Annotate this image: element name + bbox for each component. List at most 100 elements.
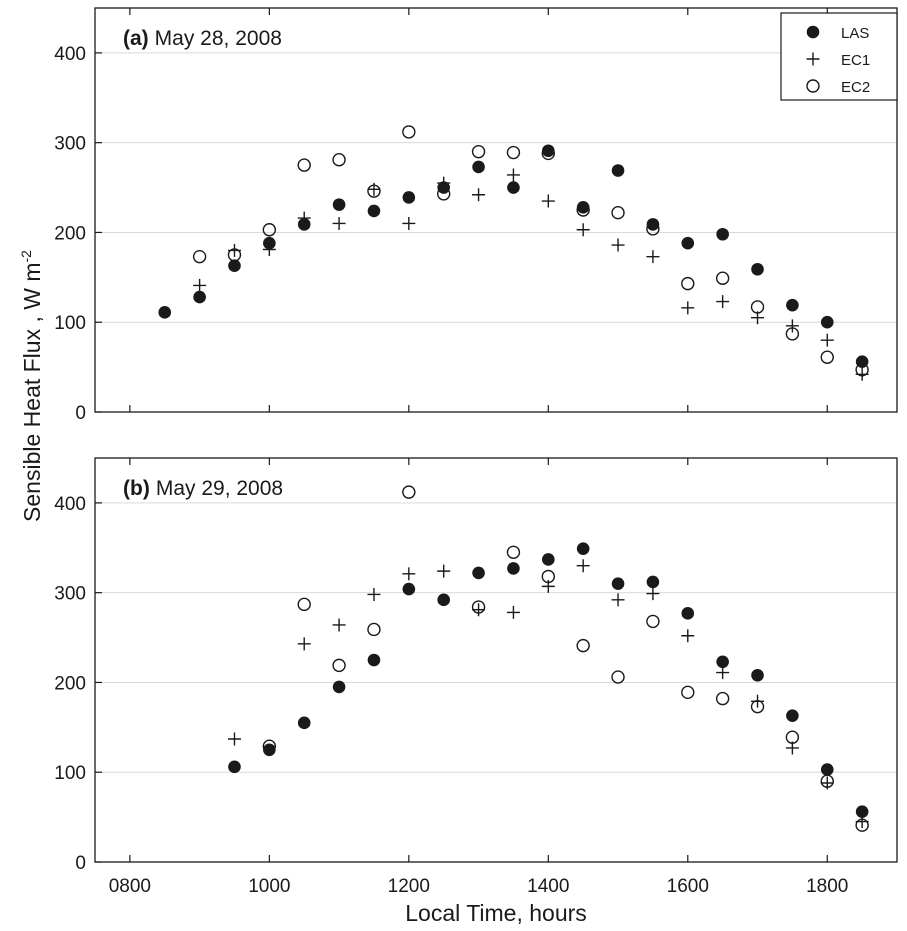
legend-marker-las [806, 25, 820, 39]
data-point-las [228, 760, 241, 774]
data-point-ec2 [611, 205, 625, 220]
data-point-ec2 [855, 818, 869, 832]
data-point-ec2 [681, 276, 695, 291]
data-point-ec1 [402, 567, 416, 581]
data-point-ec1 [297, 637, 311, 651]
data-point-las [820, 763, 834, 776]
data-point-ec1 [576, 559, 590, 573]
data-point-las [297, 716, 311, 730]
data-point-ec1 [506, 168, 520, 182]
legend: LAS EC1 EC2 [780, 12, 898, 101]
data-point-ec2 [297, 158, 311, 172]
data-point-las [437, 593, 450, 607]
data-point-las [472, 566, 485, 580]
y-tick-label: 300 [54, 584, 86, 605]
data-point-ec2 [367, 184, 381, 198]
data-point-ec2 [192, 249, 207, 264]
data-point-ec2 [681, 685, 695, 700]
data-point-las [576, 201, 590, 214]
data-point-ec2 [506, 145, 521, 160]
data-point-ec2 [471, 600, 486, 614]
y-tick-label: 400 [54, 44, 86, 65]
data-point-las [786, 298, 799, 312]
plot-frame [94, 457, 898, 863]
data-point-ec2 [611, 670, 625, 684]
y-axis-title-text: Sensible Heat Flux , W m [19, 262, 45, 521]
data-point-ec2 [785, 327, 800, 341]
series-ec1 [227, 559, 869, 829]
data-point-ec1 [576, 223, 590, 237]
data-point-ec2 [471, 144, 486, 159]
series-las [158, 144, 869, 369]
data-point-las [332, 198, 346, 211]
data-point-ec2 [332, 153, 346, 167]
data-point-ec1 [262, 243, 276, 257]
data-point-ec2 [402, 485, 416, 499]
data-point-ec2 [820, 350, 834, 364]
y-tick-label: 100 [54, 313, 86, 334]
data-point-las [646, 218, 660, 231]
data-point-ec2 [576, 638, 590, 653]
data-point-ec1 [681, 301, 695, 315]
data-point-ec2 [262, 223, 277, 237]
x-tick-label: 1000 [248, 876, 290, 897]
x-tick-label: 0800 [109, 876, 151, 897]
data-point-las [716, 227, 729, 241]
data-point-ec1 [193, 278, 207, 292]
panel-date: May 29, 2008 [156, 477, 283, 500]
series-ec2 [192, 125, 869, 377]
panel-letter: (a) [123, 27, 149, 50]
data-point-las [820, 315, 834, 329]
data-point-ec1 [367, 587, 381, 601]
data-point-ec2 [576, 203, 590, 217]
data-point-ec2 [297, 597, 311, 612]
panel-date: May 28, 2008 [155, 27, 282, 50]
data-point-las [786, 709, 799, 722]
series-ec1 [193, 168, 869, 381]
data-point-ec2 [646, 222, 660, 236]
y-tick-label: 0 [75, 403, 86, 424]
legend-label-las: LAS [841, 25, 869, 42]
data-point-las [681, 236, 695, 250]
series-ec2 [262, 485, 869, 832]
x-tick-label: 1400 [527, 876, 569, 897]
data-point-las [507, 562, 520, 575]
data-point-las [716, 655, 729, 669]
data-point-ec2 [402, 125, 416, 139]
data-point-ec2 [227, 248, 242, 262]
data-point-ec2 [715, 691, 730, 706]
data-point-ec1 [611, 238, 625, 252]
data-point-las [367, 204, 381, 218]
x-tick-label: 1600 [667, 876, 709, 897]
data-point-ec2 [646, 614, 660, 629]
data-point-ec2 [436, 187, 451, 201]
y-tick-label: 200 [54, 673, 86, 694]
data-point-las [681, 607, 695, 620]
data-point-ec1 [646, 250, 660, 264]
data-point-las [611, 164, 625, 177]
data-point-las [646, 575, 660, 589]
data-point-ec1 [716, 666, 730, 680]
data-point-ec1 [646, 587, 660, 601]
panel-label: (b) May 29, 2008 [123, 477, 283, 500]
data-point-ec1 [332, 618, 346, 632]
data-point-ec2 [332, 658, 346, 673]
data-point-ec2 [820, 774, 834, 788]
data-point-las [576, 542, 590, 555]
data-point-ec2 [785, 730, 800, 744]
data-point-ec2 [541, 146, 556, 161]
x-axis-title: Local Time, hours [405, 900, 587, 926]
x-tick-label: 1800 [806, 876, 848, 897]
x-tick-label: 1200 [388, 876, 430, 897]
legend-label-ec2: EC2 [841, 79, 870, 96]
data-point-ec1 [785, 319, 799, 333]
data-point-las [507, 181, 520, 194]
panel-a: 0 100 200 300 400 (a) May 28, 2008 [54, 7, 898, 424]
data-point-las [402, 582, 416, 596]
y-tick-label: 200 [54, 223, 86, 244]
legend-marker-ec2 [806, 79, 820, 93]
panel-letter: (b) [123, 477, 150, 500]
data-point-ec1 [541, 194, 555, 208]
data-point-las [751, 668, 764, 682]
data-point-ec1 [716, 295, 730, 309]
